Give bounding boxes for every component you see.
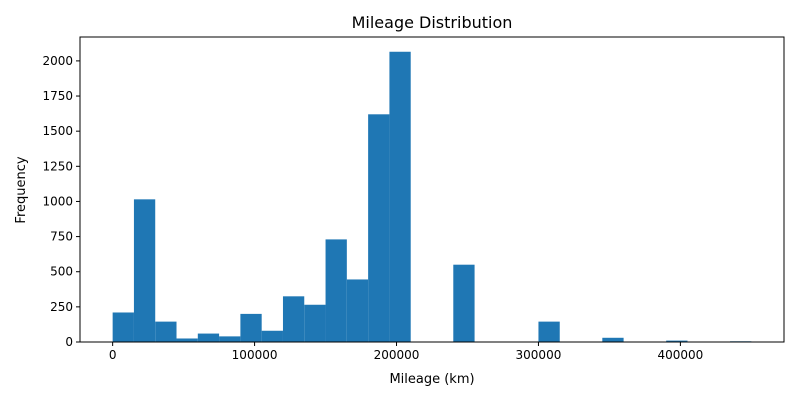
histogram-bar-4 (197, 333, 220, 342)
y-tick-label: 750 (50, 230, 73, 244)
y-tick-label: 0 (65, 335, 73, 349)
bars-group (112, 51, 752, 343)
x-tick-label: 100000 (232, 348, 278, 362)
y-axis-ticks: 0 250 500 750 1000 1250 1500 1750 2000 (42, 54, 80, 349)
x-tick-label: 400000 (657, 348, 703, 362)
y-tick-label: 250 (50, 300, 73, 314)
plot-frame (79, 36, 785, 343)
histogram-bar-11 (346, 279, 369, 342)
y-tick-label: 500 (50, 265, 73, 279)
x-tick-label: 300000 (516, 348, 562, 362)
histogram-bar-16 (453, 264, 475, 342)
y-axis-label: Frequency (14, 156, 29, 223)
histogram-bar-0 (112, 312, 134, 342)
y-tick-label: 1750 (42, 89, 73, 103)
histogram-bar-3 (176, 338, 198, 342)
histogram-bar-5 (219, 336, 241, 342)
y-tick-label: 1500 (42, 124, 73, 138)
histogram-bar-2 (155, 321, 177, 342)
y-tick-label: 2000 (42, 54, 73, 68)
histogram-bar-10 (325, 239, 347, 342)
y-tick-label: 1000 (42, 194, 73, 208)
histogram-bar-23 (602, 337, 624, 342)
x-tick-label: 200000 (374, 348, 420, 362)
histogram-bar-8 (282, 296, 305, 342)
histogram-bar-1 (133, 199, 156, 342)
x-axis-label: Mileage (km) (389, 372, 474, 387)
x-tick-label: 0 (109, 348, 117, 362)
histogram-bar-7 (261, 330, 283, 342)
histogram-bar-6 (240, 313, 262, 342)
histogram-bar-20 (538, 321, 560, 342)
x-axis-ticks: 0 100000 200000 300000 400000 (109, 342, 703, 362)
y-tick-label: 1250 (42, 159, 73, 173)
histogram-bar-26 (666, 340, 688, 342)
histogram-bar-13 (389, 51, 411, 343)
histogram-bar-9 (304, 304, 326, 342)
chart-title: Mileage Distribution (352, 13, 513, 32)
histogram-bar-12 (368, 114, 390, 343)
